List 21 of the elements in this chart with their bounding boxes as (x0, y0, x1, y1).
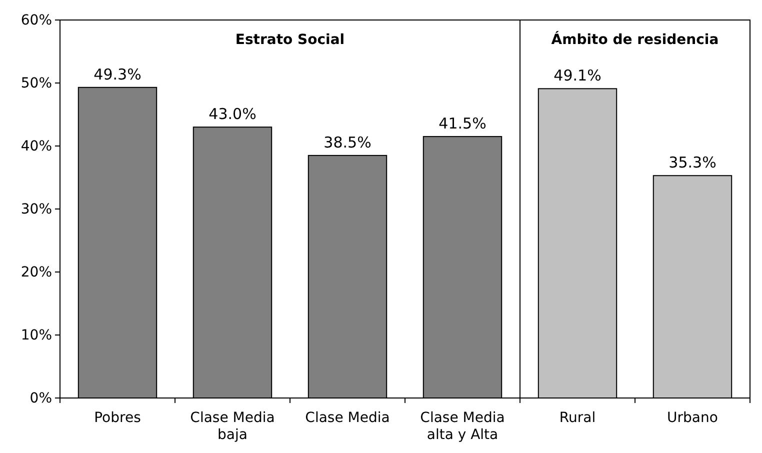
x-tick-label: Clase Media (305, 410, 390, 426)
data-label: 49.1% (554, 66, 602, 85)
annotation: Ámbito de residencia (551, 31, 719, 48)
y-tick-label: 10% (20, 327, 52, 344)
data-label: 38.5% (324, 133, 372, 152)
data-label: 41.5% (438, 114, 486, 133)
x-tick-label: Clase Media baja (190, 410, 275, 443)
data-label: 49.3% (94, 65, 142, 84)
data-label: 35.3% (668, 154, 716, 172)
x-tick-label: Clase Media alta y Alta (420, 410, 505, 443)
y-tick-label: 20% (20, 264, 52, 280)
y-tick-label: 40% (20, 138, 52, 154)
annotation: Estrato Social (235, 32, 345, 48)
x-tick-label: Urbano (667, 410, 718, 426)
y-tick-label: 30% (20, 201, 52, 218)
y-tick-label: 0% (30, 390, 52, 406)
y-tick-label: 50% (20, 75, 52, 92)
x-tick-label: Rural (559, 410, 596, 426)
y-tick-label: 60% (20, 12, 52, 28)
data-label: 43.0% (208, 105, 256, 124)
x-tick-label: Pobres (94, 410, 141, 426)
